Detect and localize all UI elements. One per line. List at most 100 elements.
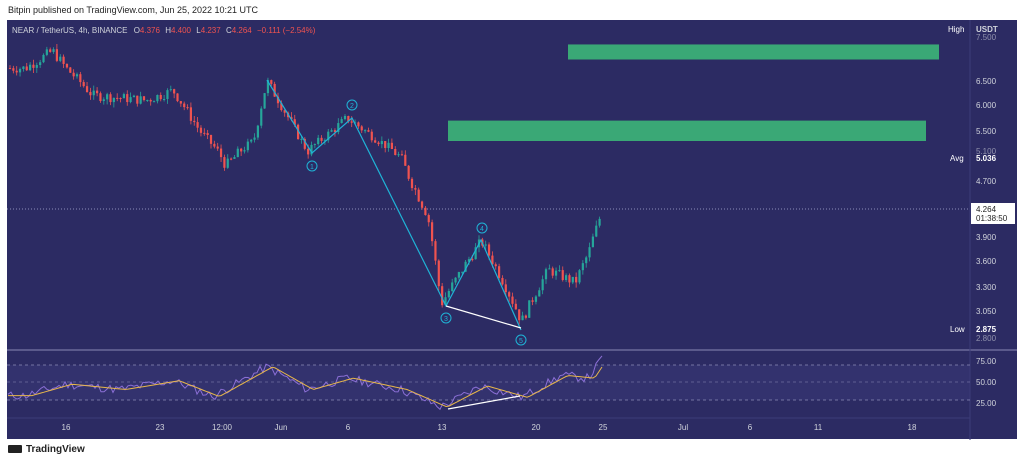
candle-body bbox=[337, 123, 340, 133]
candle-body bbox=[518, 309, 521, 321]
time-label: Jun bbox=[275, 423, 288, 432]
rsi-scale[interactable]: 75.00 50.00 25.00 bbox=[976, 357, 997, 408]
candle-body bbox=[588, 247, 591, 258]
symbol-legend[interactable]: NEAR / TetherUS, 4h, BINANCE O4.376 H4.4… bbox=[12, 26, 316, 35]
candle-body bbox=[96, 90, 99, 94]
candle-body bbox=[65, 63, 69, 68]
wave-label-3-text: 3 bbox=[444, 316, 448, 323]
candle-body bbox=[52, 49, 55, 52]
candle-body bbox=[380, 141, 383, 145]
price-chart[interactable]: 1 2 3 4 5 NEAR / TetherUS, 4h, BINANCE O… bbox=[0, 0, 1024, 440]
candle-body bbox=[156, 94, 159, 102]
resistance-zone-lower[interactable] bbox=[448, 120, 926, 141]
symbol-name: NEAR / TetherUS, 4h, BINANCE bbox=[12, 26, 127, 35]
candle-body bbox=[323, 140, 326, 142]
wave-label-5: 5 bbox=[515, 334, 527, 346]
candle-body bbox=[313, 144, 316, 146]
candle-body bbox=[333, 130, 337, 133]
candle-body bbox=[498, 266, 501, 278]
price-tick: 6.500 bbox=[976, 77, 997, 86]
candle-body bbox=[400, 154, 404, 156]
candle-body bbox=[508, 292, 511, 297]
last-price-badge[interactable]: 4.264 01:38:50 bbox=[971, 203, 1015, 224]
candle-body bbox=[206, 133, 209, 135]
candle-body bbox=[565, 275, 568, 280]
candle-body bbox=[230, 158, 233, 160]
time-label: 13 bbox=[438, 423, 447, 432]
time-label: 6 bbox=[346, 423, 351, 432]
candle-body bbox=[85, 86, 89, 93]
candle-body bbox=[437, 260, 440, 287]
candle-body bbox=[544, 269, 548, 280]
candle-body bbox=[347, 115, 350, 122]
candle-body bbox=[427, 215, 430, 223]
candles-group bbox=[8, 43, 601, 325]
wave-label-1-text: 1 bbox=[310, 164, 314, 171]
candle-body bbox=[343, 115, 347, 120]
open-value: 4.376 bbox=[140, 26, 161, 35]
candle-body bbox=[554, 270, 558, 276]
countdown-value: 01:38:50 bbox=[976, 214, 1008, 223]
rsi-tick: 75.00 bbox=[976, 357, 997, 366]
candle-body bbox=[49, 49, 52, 52]
candle-body bbox=[297, 124, 300, 140]
price-scale[interactable]: USDT High 7.500 6.500 6.000 5.500 5.100 … bbox=[948, 25, 998, 343]
candle-body bbox=[270, 80, 273, 84]
candle-body bbox=[219, 148, 223, 158]
candle-body bbox=[528, 300, 531, 318]
candle-body bbox=[461, 271, 464, 273]
candle-body bbox=[213, 143, 216, 147]
candle-body bbox=[266, 80, 270, 94]
rsi-ma-line[interactable] bbox=[8, 366, 603, 408]
candle-body bbox=[119, 98, 122, 100]
candle-body bbox=[102, 99, 105, 102]
candle-body bbox=[22, 66, 25, 70]
candle-body bbox=[387, 142, 390, 148]
candle-body bbox=[169, 89, 172, 91]
candle-body bbox=[35, 65, 38, 68]
candle-body bbox=[447, 290, 450, 298]
candle-body bbox=[504, 284, 507, 293]
publish-text: Bitpin published on TradingView.com, Jun… bbox=[8, 5, 258, 15]
candle-body bbox=[454, 277, 457, 283]
candle-body bbox=[223, 157, 226, 168]
rsi-tick: 50.00 bbox=[976, 378, 997, 387]
wave-label-1: 1 bbox=[306, 160, 318, 172]
rsi-divergence-line[interactable] bbox=[447, 395, 521, 410]
time-label: 23 bbox=[156, 423, 165, 432]
candle-body bbox=[327, 131, 330, 141]
candle-body bbox=[317, 137, 320, 145]
candle-body bbox=[484, 244, 487, 246]
candle-body bbox=[18, 69, 22, 73]
price-tick: 3.050 bbox=[976, 307, 997, 316]
low-label: Low bbox=[950, 325, 965, 334]
candle-body bbox=[112, 97, 115, 103]
candle-body bbox=[491, 255, 494, 265]
open-label: O bbox=[134, 26, 140, 35]
candle-body bbox=[129, 97, 132, 103]
candle-body bbox=[236, 148, 239, 158]
low-value: 2.875 bbox=[976, 325, 997, 334]
rsi-line[interactable] bbox=[7, 355, 603, 411]
price-divergence-line[interactable] bbox=[445, 305, 522, 329]
candle-body bbox=[109, 94, 112, 103]
tradingview-logo[interactable]: TradingView bbox=[8, 444, 85, 455]
wave-label-3: 3 bbox=[440, 312, 452, 324]
candle-body bbox=[293, 119, 296, 125]
price-tick-partial-bottom: 2.800 bbox=[976, 334, 997, 343]
change-value: −0.111 (−2.54%) bbox=[257, 26, 316, 35]
candle-body bbox=[364, 130, 367, 132]
candle-body bbox=[474, 247, 477, 260]
candle-body bbox=[394, 149, 397, 156]
candle-body bbox=[136, 95, 139, 104]
price-tick-partial-mid: 5.100 bbox=[976, 147, 997, 156]
candle-body bbox=[283, 110, 286, 113]
candle-body bbox=[32, 64, 35, 68]
time-axis[interactable]: 16 23 12:00 Jun 6 13 20 25 Jul 6 11 18 bbox=[62, 423, 917, 432]
candle-body bbox=[417, 189, 420, 202]
resistance-zone-upper[interactable] bbox=[568, 44, 939, 60]
candle-body bbox=[575, 276, 578, 283]
elliott-wave-line[interactable] bbox=[266, 79, 522, 331]
candle-body bbox=[186, 107, 189, 109]
candle-body bbox=[585, 257, 588, 264]
